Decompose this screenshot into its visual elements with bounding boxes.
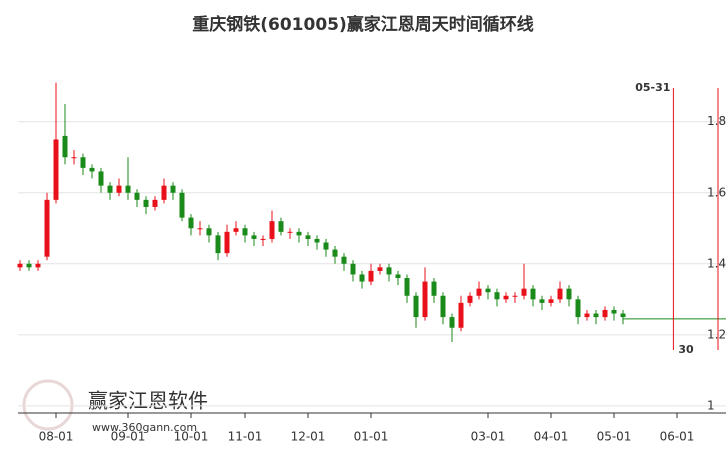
candle-body xyxy=(602,309,608,318)
candle-body xyxy=(26,263,32,268)
candle-body xyxy=(278,221,284,232)
candle-body xyxy=(332,249,338,257)
candle-body xyxy=(107,185,113,193)
x-tick-label: 04-01 xyxy=(534,430,569,444)
candle-body xyxy=(539,299,545,303)
watermark: 赢家江恩软件 xyxy=(88,389,208,413)
cycle-label: 05-31 xyxy=(635,81,670,94)
x-tick-label: 12-01 xyxy=(291,430,326,444)
candle-body xyxy=(368,270,374,282)
candle-body xyxy=(197,228,203,230)
candle-body xyxy=(71,157,77,159)
candle-body xyxy=(305,235,311,239)
candle-body xyxy=(386,267,392,275)
candle-body xyxy=(134,192,140,200)
candle-body xyxy=(44,199,50,257)
candle-body xyxy=(215,235,221,254)
x-tick-label: 01-01 xyxy=(354,430,389,444)
candle-body xyxy=(179,192,185,218)
candle-body xyxy=(17,263,23,268)
candle-body xyxy=(170,185,176,193)
y-tick-label: 1.4 xyxy=(707,256,726,270)
candle-body xyxy=(143,199,149,207)
candle-body xyxy=(35,263,41,268)
watermark-url: www.360gann.com xyxy=(92,421,197,434)
candle-body xyxy=(467,295,473,303)
candle-body xyxy=(296,231,302,236)
candle-body xyxy=(422,281,428,318)
candle-body xyxy=(152,199,158,207)
candle-body xyxy=(377,267,383,271)
candle-body xyxy=(548,299,554,303)
candle-body xyxy=(485,288,491,293)
candle-body xyxy=(62,135,68,158)
candle-body xyxy=(260,238,266,240)
chart-title: 重庆钢铁(601005)赢家江恩周天时间循环线 xyxy=(192,14,534,35)
candle-body xyxy=(440,295,446,318)
candle-body xyxy=(53,139,59,200)
x-tick-label: 08-01 xyxy=(39,430,74,444)
candle-body xyxy=(512,295,518,297)
candle-body xyxy=(233,228,239,232)
candle-body xyxy=(458,302,464,328)
y-tick-label: 1 xyxy=(707,398,715,412)
candle-body xyxy=(404,278,410,296)
candle-body xyxy=(350,263,356,275)
candle-body xyxy=(89,167,95,172)
x-tick-label: 05-01 xyxy=(597,430,632,444)
candle-body xyxy=(584,313,590,318)
candle-body xyxy=(323,242,329,250)
candle-body xyxy=(449,317,455,328)
candle-body xyxy=(161,185,167,200)
watermark-logo xyxy=(22,379,74,431)
candle-body xyxy=(395,274,401,279)
candle-body xyxy=(521,288,527,296)
candle-body xyxy=(611,309,617,314)
x-tick-label: 10-01 xyxy=(174,430,209,444)
candle-body xyxy=(503,295,509,300)
candle-body xyxy=(116,185,122,193)
candle-body xyxy=(314,238,320,243)
y-tick-label: 1.8 xyxy=(707,114,726,128)
y-tick-label: 1.2 xyxy=(707,327,726,341)
x-tick-label: 09-01 xyxy=(111,430,146,444)
candle-body xyxy=(593,313,599,318)
candle-body xyxy=(242,228,248,236)
candle-body xyxy=(476,288,482,296)
x-tick-label: 03-01 xyxy=(471,430,506,444)
candle-body xyxy=(206,228,212,236)
candle-body xyxy=(251,235,257,239)
candle-body xyxy=(224,231,230,254)
candle-body xyxy=(341,256,347,264)
candle-body xyxy=(359,274,365,282)
y-tick-label: 1.6 xyxy=(707,185,726,199)
candle-body xyxy=(557,288,563,300)
candle-body xyxy=(125,185,131,193)
cycle-bottom-label: 30 xyxy=(678,343,694,356)
x-tick-label: 11-01 xyxy=(228,430,263,444)
candle-body xyxy=(620,313,626,318)
candle-body xyxy=(530,288,536,300)
x-tick-label: 06-01 xyxy=(660,430,695,444)
candle-body xyxy=(98,171,104,186)
candle-body xyxy=(269,221,275,239)
candle-body xyxy=(80,157,86,168)
candle-body xyxy=(494,292,500,300)
candle-body xyxy=(566,288,572,300)
candle-body xyxy=(413,295,419,318)
candle-body xyxy=(431,281,437,296)
candle-body xyxy=(575,299,581,318)
candle-body xyxy=(188,217,194,229)
candle-body xyxy=(287,231,293,233)
